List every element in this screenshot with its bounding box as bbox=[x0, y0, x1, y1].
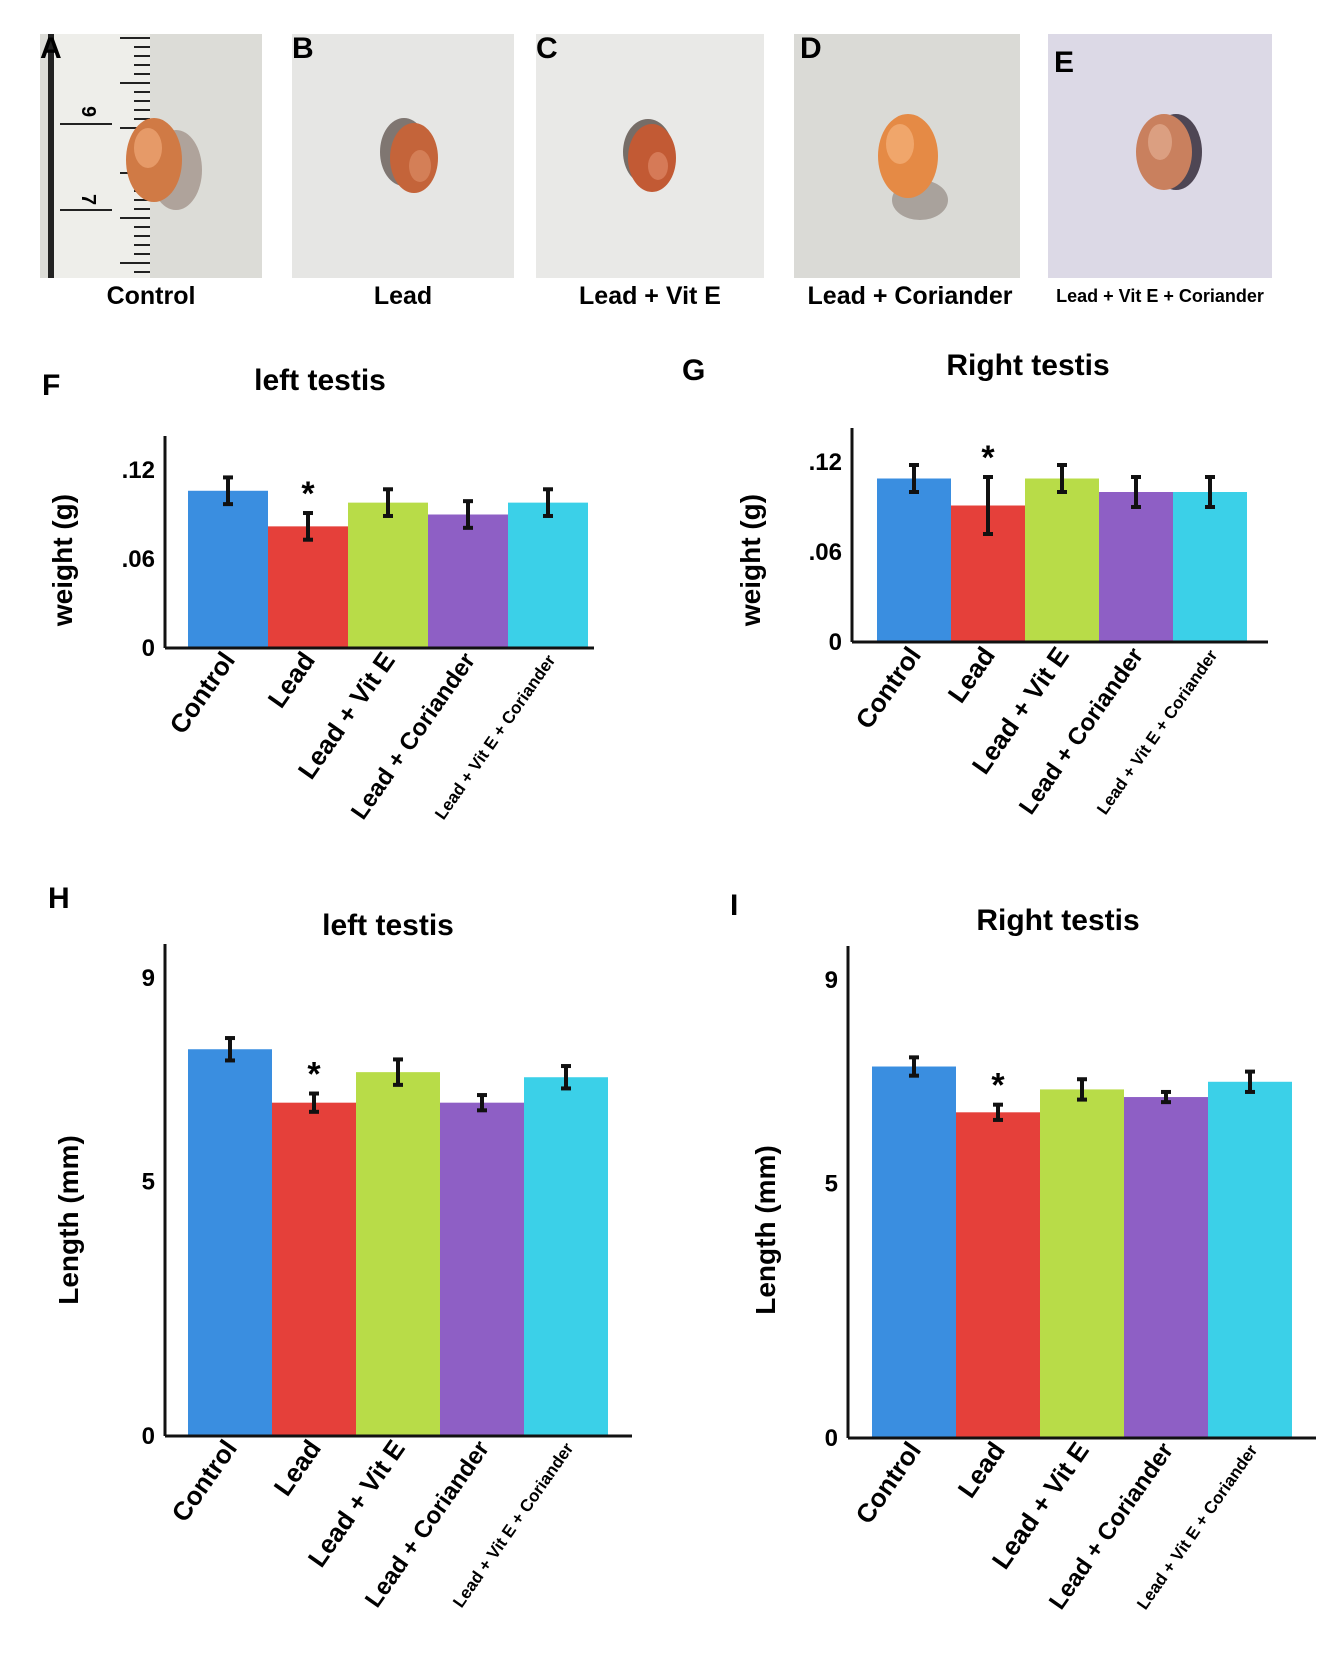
y-tick-label: 9 bbox=[142, 965, 155, 992]
significance-asterisk: * bbox=[991, 1067, 1005, 1105]
y-axis-label: weight (g) bbox=[735, 494, 766, 627]
bar-3 bbox=[1124, 1097, 1208, 1438]
x-tick-label: Control bbox=[849, 1436, 927, 1529]
panel-letter-a: A bbox=[40, 32, 62, 65]
bar-1 bbox=[956, 1112, 1040, 1438]
panel-letter-e: E bbox=[1054, 46, 1075, 79]
y-tick-label: 0 bbox=[829, 629, 842, 656]
bar-1 bbox=[272, 1102, 356, 1436]
y-axis-label: Length (mm) bbox=[750, 1145, 781, 1315]
panel-letter-b: B bbox=[292, 32, 314, 65]
panel-letter: H bbox=[48, 882, 70, 915]
significance-asterisk: * bbox=[981, 439, 995, 477]
testis-photo-lead-vit-e bbox=[536, 34, 764, 278]
y-tick-label: 0 bbox=[825, 1425, 838, 1452]
y-tick-label: 5 bbox=[142, 1169, 155, 1196]
bar-4 bbox=[1208, 1081, 1292, 1438]
ruler-with-testis-illustration: 9 7 bbox=[40, 34, 262, 278]
bar-0 bbox=[188, 1049, 272, 1436]
x-tick-label: Control bbox=[165, 1434, 243, 1527]
bar-3 bbox=[440, 1102, 524, 1436]
bar-2 bbox=[356, 1072, 440, 1436]
x-tick-label: Control bbox=[849, 641, 927, 734]
bar-0 bbox=[872, 1066, 956, 1438]
bar-2 bbox=[1025, 478, 1099, 642]
x-tick-label: Lead bbox=[262, 646, 321, 713]
testis-photo-lead bbox=[292, 34, 514, 278]
bar-4 bbox=[1173, 492, 1247, 642]
y-axis-label: weight (g) bbox=[47, 494, 78, 627]
testis-photo-control: 9 7 bbox=[40, 34, 262, 278]
ruler-label-7: 7 bbox=[77, 194, 99, 205]
x-tick-label: Lead bbox=[952, 1436, 1011, 1503]
x-tick-label: Lead bbox=[268, 1434, 327, 1501]
y-tick-label: 0 bbox=[142, 1423, 155, 1450]
panel-letter-c: C bbox=[536, 32, 558, 65]
bar-3 bbox=[1099, 492, 1173, 642]
y-tick-label: 9 bbox=[825, 967, 838, 994]
y-tick-label: .06 bbox=[122, 546, 155, 573]
y-axis-label: Length (mm) bbox=[53, 1135, 84, 1305]
testis-photo-lead-coriander bbox=[794, 34, 1020, 278]
ruler-label-9: 9 bbox=[77, 106, 99, 117]
panel-letter: F bbox=[42, 369, 60, 402]
significance-asterisk: * bbox=[301, 475, 315, 513]
y-tick-label: .12 bbox=[809, 449, 842, 476]
significance-asterisk: * bbox=[307, 1056, 321, 1094]
bar-1 bbox=[268, 526, 348, 648]
photo-caption-c: Lead + Vit E bbox=[579, 282, 721, 310]
photo-caption-d: Lead + Coriander bbox=[807, 282, 1013, 310]
photo-caption-e: Lead + Vit E + Coriander bbox=[1056, 286, 1264, 306]
chart-title: left testis bbox=[254, 364, 386, 397]
bar-3 bbox=[428, 514, 508, 648]
y-tick-label: 0 bbox=[142, 635, 155, 662]
y-tick-label: .06 bbox=[809, 539, 842, 566]
x-tick-label: Control bbox=[163, 646, 241, 739]
y-tick-label: 5 bbox=[825, 1171, 838, 1198]
bar-4 bbox=[524, 1077, 608, 1436]
testis-photo-lead-vit-e-coriander bbox=[1048, 34, 1272, 278]
chart-title: left testis bbox=[322, 909, 454, 942]
bar-0 bbox=[188, 490, 268, 648]
chart-title: Right testis bbox=[976, 904, 1139, 937]
panel-letter: G bbox=[682, 354, 705, 387]
panel-letter-d: D bbox=[800, 32, 822, 65]
bar-2 bbox=[1040, 1089, 1124, 1438]
photo-caption-a: Control bbox=[106, 282, 196, 310]
bar-0 bbox=[877, 478, 951, 642]
y-tick-label: .12 bbox=[122, 457, 155, 484]
x-tick-label: Lead bbox=[942, 641, 1001, 708]
panel-letter: I bbox=[730, 889, 738, 922]
chart-title: Right testis bbox=[946, 349, 1109, 382]
photo-caption-b: Lead bbox=[373, 282, 433, 310]
bar-4 bbox=[508, 502, 588, 648]
bar-2 bbox=[348, 502, 428, 648]
